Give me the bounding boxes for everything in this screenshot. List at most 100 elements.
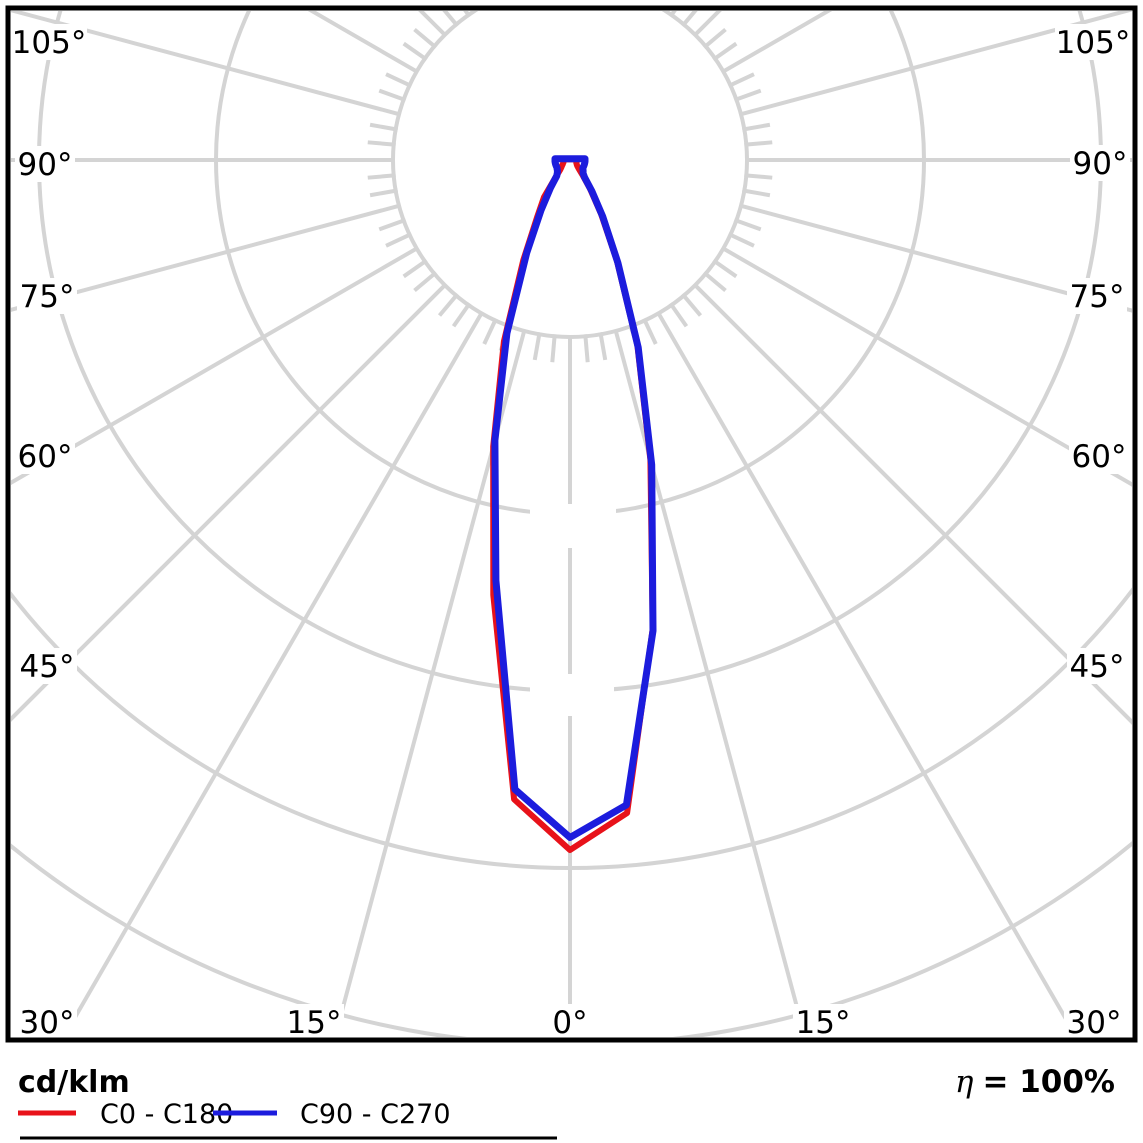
- units-label: cd/klm: [18, 1065, 130, 1100]
- eta-symbol: η: [955, 1064, 974, 1100]
- grid-minor-tick: [367, 173, 396, 180]
- grid-ray: [11, 246, 418, 486]
- grid-minor-tick: [413, 27, 438, 50]
- angle-label: 15°: [287, 1005, 342, 1041]
- angle-label: 105°: [1056, 25, 1131, 61]
- grid-minor-tick: [702, 270, 727, 293]
- eta-value: = 100%: [982, 1064, 1115, 1100]
- grid-ray: [656, 312, 1079, 1037]
- efficiency-label: η = 100%: [955, 1064, 1115, 1100]
- grid-minor-tick: [733, 217, 762, 232]
- curve-c90-c270: [491, 155, 657, 841]
- angle-label: 60°: [1072, 439, 1127, 475]
- grid-minor-tick: [668, 302, 689, 328]
- angle-label-bg: [793, 1004, 853, 1040]
- angle-label: 75°: [1070, 279, 1125, 315]
- grid-minor-tick: [385, 72, 413, 88]
- grid-minor-tick: [378, 217, 407, 232]
- grid-minor-tick: [402, 41, 428, 62]
- grid-minor-tick: [727, 72, 755, 88]
- angle-label: 105°: [12, 25, 87, 61]
- intensity-curves: [490, 155, 657, 853]
- ring-value-label-mask: [530, 504, 616, 548]
- grid-minor-tick: [680, 292, 703, 317]
- angle-label: 45°: [1070, 649, 1125, 685]
- grid-minor-tick: [367, 140, 396, 147]
- grid-minor-tick: [712, 41, 738, 62]
- grid-minor-tick: [712, 258, 738, 279]
- legend-label-c0-c180: C0 - C180: [100, 1099, 233, 1130]
- grid-minor-tick: [741, 188, 771, 198]
- grid-ray: [722, 246, 1132, 487]
- angle-label: 90°: [1073, 146, 1128, 182]
- grid-minor-tick: [451, 302, 472, 328]
- grid-ray: [740, 203, 1132, 313]
- angle-label-bg: [284, 1004, 344, 1040]
- grid-ray: [613, 330, 808, 1037]
- angle-label-bg: [1064, 1004, 1124, 1040]
- angle-label-bg: [1070, 145, 1130, 181]
- angle-label-bg: [548, 1004, 592, 1040]
- grid-minor-tick: [598, 331, 608, 361]
- angle-labels: 105° 90° 75° 60° 45° 105° 90° 75° 60° 45° 30° 15° 0°…: [11, 24, 1131, 1041]
- angle-label: 60°: [18, 439, 73, 475]
- grid-minor-tick: [442, 11, 460, 28]
- grid-ray: [61, 312, 484, 1037]
- ring-label-masks: [530, 504, 616, 716]
- grid-minor-tick: [727, 232, 755, 248]
- grid-minor-tick: [583, 334, 590, 363]
- grid-minor-tick: [463, 11, 472, 18]
- angle-label: 90°: [18, 147, 73, 183]
- grid-minor-tick: [744, 140, 773, 147]
- grid-minor-tick: [532, 331, 542, 361]
- angle-label-bg: [15, 438, 75, 474]
- grid-ray: [332, 330, 527, 1037]
- grid-minor-tick: [702, 27, 727, 50]
- angle-label: 45°: [20, 649, 75, 685]
- angle-label-bg: [11, 24, 87, 60]
- angle-label-bg: [17, 278, 77, 314]
- grid-minor-tick: [741, 122, 771, 132]
- angle-label-bg: [1055, 24, 1131, 60]
- grid-minor-tick: [484, 0, 496, 1]
- angle-label-bg: [15, 146, 75, 182]
- grid-minor-tick: [369, 122, 399, 132]
- grid-minor-tick: [385, 232, 413, 248]
- grid-ray: [693, 283, 1132, 725]
- grid-minor-tick: [413, 270, 438, 293]
- grid-ray: [740, 11, 1132, 117]
- grid-minor-tick: [402, 258, 428, 279]
- angle-label: 15°: [796, 1005, 851, 1041]
- angle-label: 0°: [552, 1005, 587, 1041]
- angle-label: 75°: [20, 279, 75, 315]
- legend-label-c90-c270: C90 - C270: [300, 1099, 451, 1130]
- grid-minor-tick: [744, 173, 773, 180]
- grid-ray: [11, 11, 400, 117]
- grid-minor-tick: [378, 88, 407, 103]
- angle-label: 30°: [1067, 1005, 1122, 1041]
- grid-minor-tick: [644, 0, 656, 1]
- angle-label-bg: [1069, 438, 1129, 474]
- grid-minor-tick: [668, 11, 677, 18]
- angle-label: 30°: [20, 1005, 75, 1041]
- grid-minor-tick: [437, 292, 460, 317]
- ring-value-label-mask: [530, 674, 614, 716]
- grid-minor-tick: [369, 188, 399, 198]
- grid-ray: [11, 283, 447, 722]
- angle-label-bg: [17, 648, 77, 684]
- grid-ray: [11, 203, 400, 312]
- legend: cd/klm C0 - C180 C90 - C270 η = 100%: [18, 1064, 1115, 1140]
- curve-c0-c180: [490, 156, 656, 853]
- grid-minor-tick: [680, 11, 698, 28]
- grid-minor-tick: [482, 317, 498, 345]
- grid-minor-tick: [733, 88, 762, 103]
- plot-frame: [5, 5, 1138, 1043]
- grid-minor-tick: [642, 317, 658, 345]
- grid-minor-tick: [550, 334, 557, 363]
- angle-label-bg: [1067, 278, 1127, 314]
- angle-label-bg: [17, 1004, 77, 1040]
- angle-label-bg: [1067, 648, 1127, 684]
